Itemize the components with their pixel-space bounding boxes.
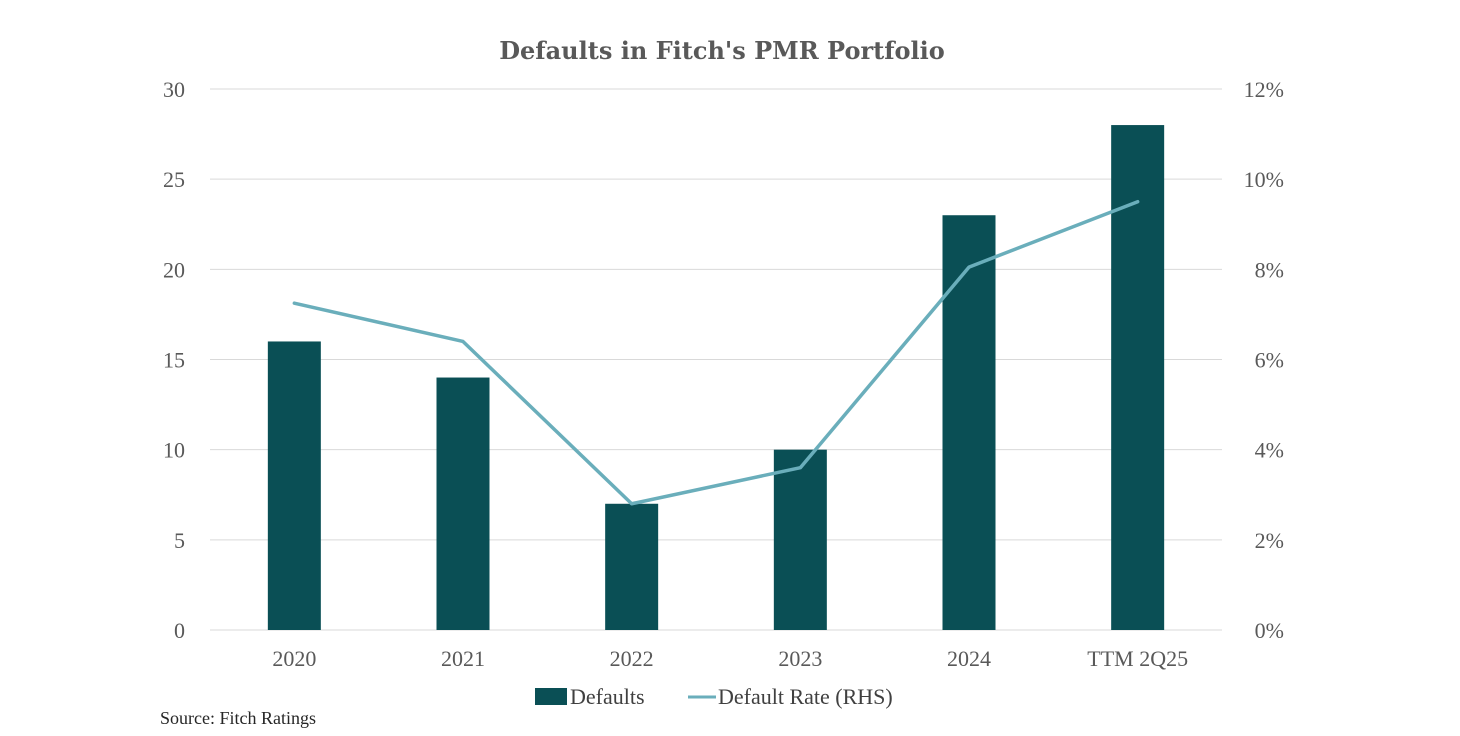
y-tick-label-left: 20	[163, 257, 185, 282]
legend-label-defaults: Defaults	[570, 684, 645, 709]
gridlines	[210, 88, 1222, 631]
bar	[605, 503, 659, 630]
y-tick-label-left: 0	[174, 618, 185, 643]
x-tick-label: 2024	[947, 646, 991, 671]
y-tick-label-right: 8%	[1255, 257, 1284, 282]
y-tick-label-left: 15	[163, 348, 185, 373]
y-tick-label-left: 5	[174, 528, 185, 553]
y-tick-label-left: 30	[163, 77, 185, 102]
chart-title: Defaults in Fitch's PMR Portfolio	[499, 36, 945, 65]
bars	[267, 125, 1165, 631]
x-tick-label: 2023	[778, 646, 822, 671]
y-axis-right: 0% 2% 4% 6% 8% 10% 12%	[1244, 77, 1284, 643]
x-tick-label: TTM 2Q25	[1087, 646, 1188, 671]
y-tick-label-right: 6%	[1255, 348, 1284, 373]
bar	[436, 377, 490, 630]
bar	[267, 341, 321, 630]
x-tick-label: 2022	[610, 646, 654, 671]
y-tick-label-left: 25	[163, 167, 185, 192]
legend: Defaults Default Rate (RHS)	[535, 684, 893, 709]
y-axis-left: 0 5 10 15 20 25 30	[163, 77, 185, 643]
y-tick-label-right: 2%	[1255, 528, 1284, 553]
x-tick-label: 2020	[272, 646, 316, 671]
line-series	[292, 199, 1140, 506]
default-rate-line	[292, 199, 1140, 506]
legend-swatch-defaults	[535, 688, 567, 705]
y-tick-label-left: 10	[163, 438, 185, 463]
y-tick-label-right: 10%	[1244, 167, 1284, 192]
y-tick-label-right: 0%	[1255, 618, 1284, 643]
bar	[773, 449, 827, 630]
legend-label-default-rate: Default Rate (RHS)	[718, 684, 893, 709]
y-tick-label-right: 12%	[1244, 77, 1284, 102]
y-tick-label-right: 4%	[1255, 438, 1284, 463]
x-axis: 2020 2021 2022 2023 2024 TTM 2Q25	[272, 646, 1188, 671]
source-note: Source: Fitch Ratings	[160, 708, 316, 728]
x-tick-label: 2021	[441, 646, 485, 671]
bar	[942, 215, 996, 630]
